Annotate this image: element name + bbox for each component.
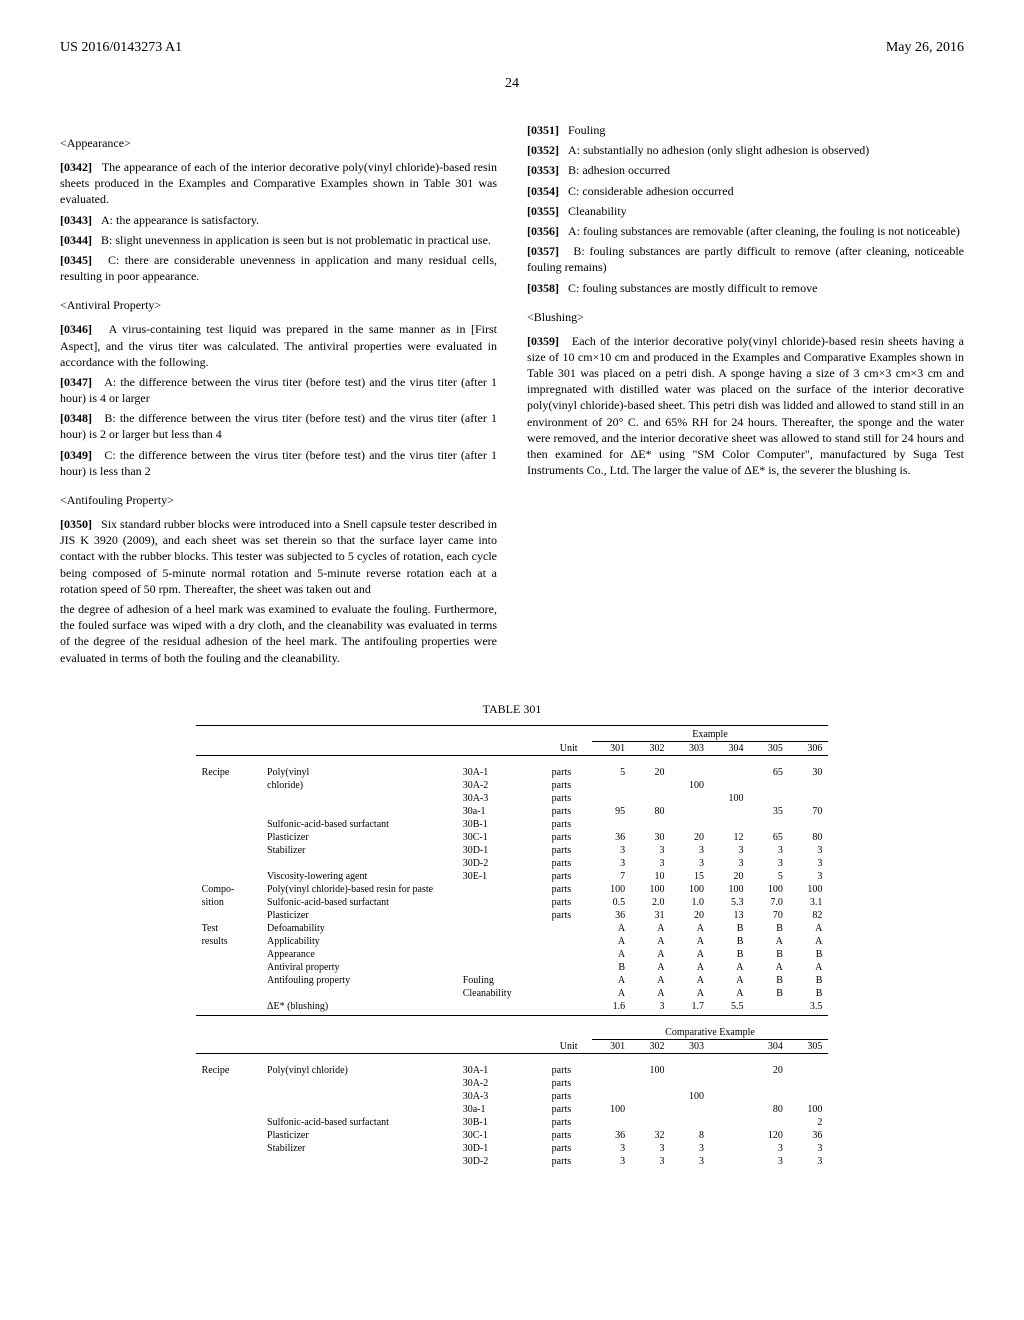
- para-0351: [0351] Fouling: [527, 122, 964, 138]
- group-header-comp-example: Comparative Example: [592, 1026, 829, 1040]
- table-row: Sulfonic-acid-based surfactant 30B-1part…: [196, 818, 829, 831]
- table-row: resultsApplicability A A A B A A: [196, 935, 829, 948]
- table-row: Sulfonic-acid-based surfactant 30B-1part…: [196, 1116, 829, 1129]
- table-row: ΔE* (blushing) 1.6 3 1.7 5.5 3.5: [196, 1000, 829, 1013]
- table-row: Antiviral property B A A A A A: [196, 961, 829, 974]
- table-301-examples: Example Unit 301 302 303 304 305 306 Rec…: [196, 725, 829, 1168]
- table-row: Cleanability A A A A B B: [196, 987, 829, 1000]
- group-header-example: Example: [592, 728, 829, 742]
- para-0346: [0346] A virus-containing test liquid wa…: [60, 321, 497, 370]
- table-row: Antifouling property Fouling A A A A B B: [196, 974, 829, 987]
- col-304: 304: [710, 742, 749, 756]
- col-303: 303: [671, 742, 710, 756]
- col-302: 302: [631, 742, 670, 756]
- para-0344: [0344] B: slight unevenness in applicati…: [60, 232, 497, 248]
- para-0350-cont: the degree of adhesion of a heel mark wa…: [60, 601, 497, 666]
- body-columns: <Appearance> [0342] The appearance of ea…: [60, 122, 964, 682]
- page-number: 24: [60, 76, 964, 92]
- publication-number: US 2016/0143273 A1: [60, 40, 182, 56]
- para-0356: [0356] A: fouling substances are removab…: [527, 223, 964, 239]
- table-row: Plasticizer parts 36 31 20 13 70 82: [196, 909, 829, 922]
- heading-blushing: <Blushing>: [527, 310, 964, 325]
- table-row: 30a-1parts 95 80 35 70: [196, 805, 829, 818]
- para-0353: [0353] B: adhesion occurred: [527, 162, 964, 178]
- para-0354: [0354] C: considerable adhesion occurred: [527, 183, 964, 199]
- col-305: 305: [749, 742, 788, 756]
- table-row: TestDefoamability A A A B B A: [196, 922, 829, 935]
- col-306: 306: [789, 742, 829, 756]
- para-0357: [0357] B: fouling substances are partly …: [527, 243, 964, 275]
- para-0348: [0348] B: the difference between the vir…: [60, 410, 497, 442]
- para-0347: [0347] A: the difference between the vir…: [60, 374, 497, 406]
- publication-date: May 26, 2016: [886, 40, 964, 56]
- para-0343: [0343] A: the appearance is satisfactory…: [60, 212, 497, 228]
- table-row: sitionSulfonic-acid-based surfactant par…: [196, 896, 829, 909]
- heading-appearance: <Appearance>: [60, 136, 497, 151]
- table-row: Recipe Poly(vinyl 30A-1 parts 5 20 65 30: [196, 766, 829, 779]
- table-row: 30a-1parts 100 80 100: [196, 1103, 829, 1116]
- table-row: 30D-2parts 3 3 3 3 3: [196, 1155, 829, 1168]
- heading-antiviral: <Antiviral Property>: [60, 298, 497, 313]
- para-0345: [0345] C: there are considerable unevenn…: [60, 252, 497, 284]
- para-0359: [0359] Each of the interior decorative p…: [527, 333, 964, 479]
- para-0350: [0350] Six standard rubber blocks were i…: [60, 516, 497, 597]
- table-title: TABLE 301: [60, 702, 964, 717]
- table-row: 30A-2parts: [196, 1077, 829, 1090]
- para-0358: [0358] C: fouling substances are mostly …: [527, 280, 964, 296]
- table-row: Stabilizer 30D-1parts 3 3 3 3 3 3: [196, 844, 829, 857]
- table-row: Viscosity-lowering agent 30E-1parts 7 10…: [196, 870, 829, 883]
- table-row: Recipe Poly(vinyl chloride) 30A-1parts 1…: [196, 1064, 829, 1077]
- table-row: chloride) 30A-2parts 100: [196, 779, 829, 792]
- table-row: 30A-3parts 100: [196, 792, 829, 805]
- para-0355: [0355] Cleanability: [527, 203, 964, 219]
- unit-col: Unit: [546, 742, 592, 756]
- table-row: Plasticizer 30C-1parts 36 30 20 12 65 80: [196, 831, 829, 844]
- table-row: Compo-Poly(vinyl chloride)-based resin f…: [196, 883, 829, 896]
- para-0352: [0352] A: substantially no adhesion (onl…: [527, 142, 964, 158]
- table-row: 30A-3parts 100: [196, 1090, 829, 1103]
- table-row: Appearance A A A B B B: [196, 948, 829, 961]
- table-row: Plasticizer 30C-1parts 36 32 8 120 36: [196, 1129, 829, 1142]
- para-0349: [0349] C: the difference between the vir…: [60, 447, 497, 479]
- para-0342: [0342] The appearance of each of the int…: [60, 159, 497, 208]
- heading-antifouling: <Antifouling Property>: [60, 493, 497, 508]
- table-row: Stabilizer 30D-1parts 3 3 3 3 3: [196, 1142, 829, 1155]
- col-301: 301: [592, 742, 631, 756]
- table-row: 30D-2parts 3 3 3 3 3 3: [196, 857, 829, 870]
